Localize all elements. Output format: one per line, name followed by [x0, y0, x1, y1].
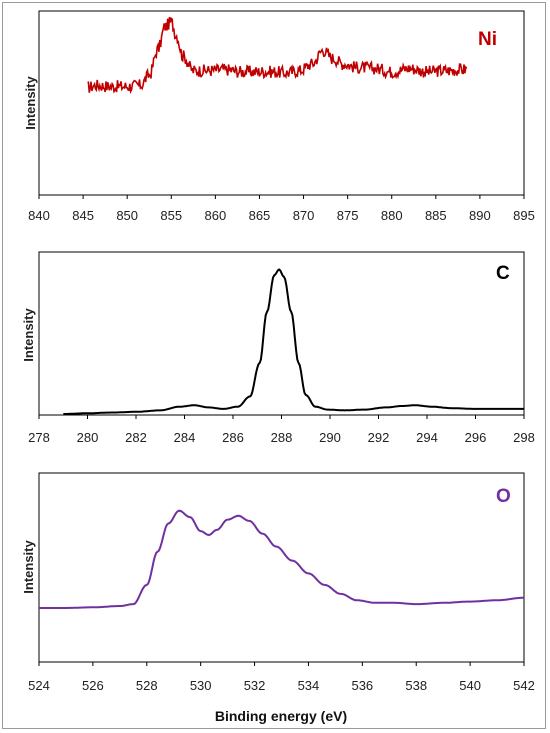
x-axis-label: Binding energy (eV): [215, 708, 347, 724]
o-x-tick-label: 538: [405, 678, 427, 693]
o-y-axis-label: Intensity: [21, 540, 36, 594]
c-x-tick-label: 294: [416, 430, 438, 445]
c-x-tick-label: 292: [368, 430, 390, 445]
c-x-tick-label: 290: [319, 430, 341, 445]
ni-x-tick-label: 840: [28, 208, 50, 223]
ni-x-tick-label: 890: [469, 208, 491, 223]
ni-x-tick-label: 895: [513, 208, 535, 223]
c-x-tick-label: 284: [174, 430, 196, 445]
o-spectrum-line: [39, 509, 524, 609]
c-x-ticks: 278 280 282 284 286 288 290 292 294 296 298: [28, 415, 535, 445]
o-x-ticks: 524 526 528 530 532 534 536 538 540 542: [28, 662, 535, 693]
ni-x-tick-label: 855: [160, 208, 182, 223]
ni-x-tick-label: 865: [249, 208, 271, 223]
c-element-label: C: [496, 263, 510, 284]
c-x-tick-label: 278: [28, 430, 50, 445]
o-plot-area: [38, 472, 525, 663]
ni-element-label: Ni: [478, 29, 497, 50]
o-x-tick-label: 542: [513, 678, 535, 693]
c-spectrum-line: [63, 268, 524, 415]
o-x-tick-label: 536: [351, 678, 373, 693]
c-x-tick-label: 282: [125, 430, 147, 445]
o-x-tick-label: 526: [82, 678, 104, 693]
c-x-tick-label: 280: [77, 430, 99, 445]
ni-y-axis-label: Intensity: [23, 76, 38, 130]
o-x-tick-label: 528: [136, 678, 158, 693]
ni-x-tick-label: 850: [116, 208, 138, 223]
ni-x-tick-label: 880: [381, 208, 403, 223]
ni-spectrum-line: [87, 16, 468, 95]
ni-x-tick-label: 875: [337, 208, 359, 223]
o-x-tick-label: 524: [28, 678, 50, 693]
ni-x-tick-label: 860: [205, 208, 227, 223]
ni-x-tick-label: 870: [293, 208, 315, 223]
ni-x-ticks: 840 845 850 855 860 865 870 875 880 885 890 895: [28, 195, 535, 223]
ni-plot-area: [38, 10, 525, 196]
ni-panel: 840 845 850 855 860 865 870 875 880 885 890 895 Int…: [23, 10, 535, 223]
ni-x-tick-label: 885: [425, 208, 447, 223]
o-x-tick-label: 540: [459, 678, 481, 693]
c-x-tick-label: 298: [513, 430, 535, 445]
o-x-tick-label: 532: [244, 678, 266, 693]
o-element-label: O: [496, 486, 511, 507]
ni-x-tick-label: 845: [72, 208, 94, 223]
c-panel: 278 280 282 284 286 288 290 292 294 296 298 Intens…: [21, 251, 535, 445]
c-x-tick-label: 288: [271, 430, 293, 445]
o-x-tick-label: 534: [298, 678, 320, 693]
o-panel: 524 526 528 530 532 534 536 538 540 542 Intensity…: [21, 472, 535, 724]
c-plot-area: [38, 251, 525, 416]
o-x-tick-label: 530: [190, 678, 212, 693]
c-x-tick-label: 296: [465, 430, 487, 445]
c-x-tick-label: 286: [222, 430, 244, 445]
c-y-axis-label: Intensity: [21, 308, 36, 362]
